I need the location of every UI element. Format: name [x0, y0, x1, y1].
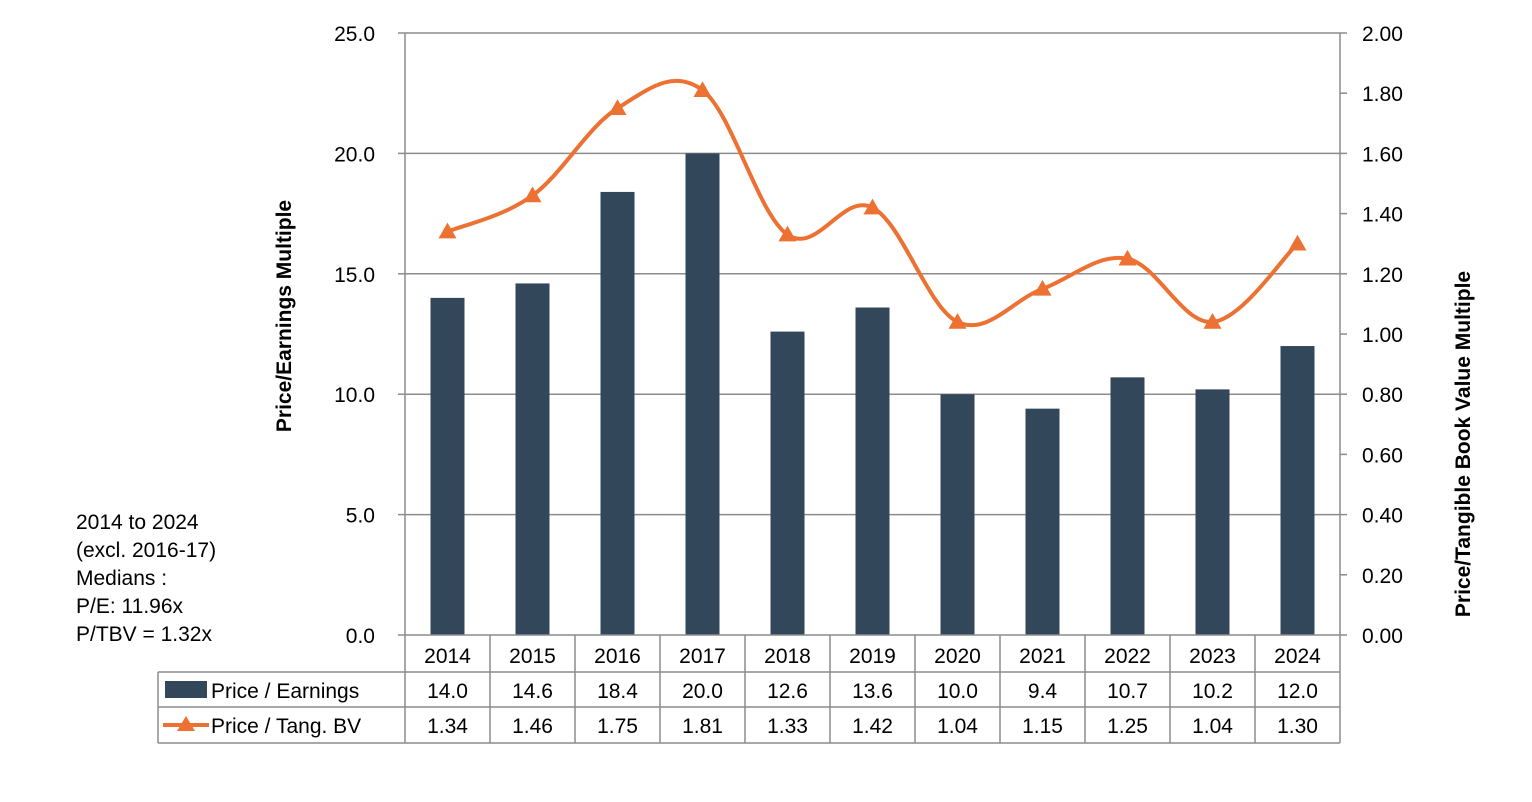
- tbv-point: [608, 99, 627, 115]
- pe-data-label: 14.0: [427, 680, 468, 703]
- x-tick-label: 2018: [764, 645, 811, 668]
- pe-bar: [1025, 408, 1060, 635]
- pe-bar: [770, 331, 805, 635]
- tbv-data-label: 1.34: [427, 715, 468, 738]
- pe-bar: [685, 153, 720, 635]
- x-tick-label: 2023: [1189, 645, 1236, 668]
- x-tick-label: 2015: [509, 645, 556, 668]
- pe-data-label: 14.6: [512, 680, 553, 703]
- pe-data-label: 12.6: [767, 680, 808, 703]
- y-tick-label: 15.0: [334, 264, 375, 287]
- y-tick-label: 0.0: [346, 625, 375, 648]
- tbv-point: [523, 186, 542, 203]
- pe-data-label: 10.7: [1107, 680, 1148, 703]
- tbv-data-label: 1.25: [1107, 715, 1148, 738]
- tbv-point: [438, 222, 457, 239]
- tbv-data-label: 1.42: [852, 715, 893, 738]
- x-tick-label: 2017: [679, 645, 726, 668]
- pe-data-label: 10.0: [937, 680, 978, 703]
- y2-tick-label: 1.60: [1362, 143, 1403, 166]
- tbv-point: [1203, 312, 1222, 329]
- x-tick-label: 2020: [934, 645, 981, 668]
- tbv-data-label: 1.04: [937, 715, 978, 738]
- tbv-data-label: 1.46: [512, 715, 553, 738]
- x-tick-label: 2016: [594, 645, 641, 668]
- x-tick-label: 2019: [849, 645, 896, 668]
- note-line: (excl. 2016-17): [76, 539, 217, 562]
- y2-tick-label: 0.80: [1362, 384, 1403, 407]
- pe-data-label: 20.0: [682, 680, 723, 703]
- tbv-point: [693, 81, 712, 97]
- pe-bar: [1280, 346, 1315, 635]
- tbv-data-label: 1.04: [1192, 715, 1233, 738]
- legend-label-pe: Price / Earnings: [211, 680, 359, 703]
- tbv-data-label: 1.30: [1277, 715, 1318, 738]
- note-line: P/E: 11.96x: [76, 595, 184, 618]
- y2-tick-label: 0.20: [1362, 565, 1403, 588]
- note-line: 2014 to 2024: [76, 511, 199, 534]
- tbv-point: [1118, 249, 1137, 266]
- pe-bar: [430, 297, 465, 635]
- y2-tick-label: 1.00: [1362, 324, 1403, 347]
- legend-key-tbv-marker: [177, 716, 195, 731]
- legend-label-tbv: Price / Tang. BV: [211, 715, 361, 738]
- y2-tick-label: 0.40: [1362, 505, 1403, 528]
- y-tick-label: 20.0: [334, 143, 375, 166]
- y2-tick-label: 0.60: [1362, 444, 1403, 467]
- pe-data-label: 9.4: [1028, 680, 1058, 703]
- tbv-data-label: 1.15: [1022, 715, 1063, 738]
- tbv-point: [778, 225, 797, 242]
- y2-tick-label: 2.00: [1362, 23, 1403, 46]
- y2-tick-label: 1.40: [1362, 204, 1403, 227]
- y-tick-label: 5.0: [346, 505, 375, 528]
- tbv-point: [1033, 279, 1052, 296]
- pe-data-label: 18.4: [597, 680, 638, 703]
- y2-axis-title: Price/Tangible Book Value Multiple: [1452, 271, 1475, 617]
- y2-tick-label: 1.80: [1362, 83, 1403, 106]
- medians-note: 2014 to 2024 (excl. 2016-17) Medians : P…: [76, 509, 216, 649]
- pe-bar: [1110, 377, 1145, 635]
- y-axis-title: Price/Earnings Multiple: [273, 200, 296, 432]
- y-tick-label: 10.0: [334, 384, 375, 407]
- pe-bar: [940, 394, 975, 635]
- pe-data-label: 10.2: [1192, 680, 1233, 703]
- tbv-point: [863, 198, 882, 215]
- pe-bar: [1195, 389, 1230, 635]
- y2-tick-label: 0.00: [1362, 625, 1403, 648]
- pe-bar: [855, 307, 890, 635]
- tbv-point: [948, 312, 967, 329]
- y-tick-label: 25.0: [334, 23, 375, 46]
- x-tick-label: 2021: [1019, 645, 1066, 668]
- x-tick-label: 2014: [424, 645, 471, 668]
- x-tick-label: 2022: [1104, 645, 1151, 668]
- tbv-data-label: 1.75: [597, 715, 638, 738]
- pe-bar: [515, 283, 550, 635]
- legend-key-pe: [165, 681, 207, 698]
- note-line: P/TBV = 1.32x: [76, 623, 212, 646]
- pe-data-label: 13.6: [852, 680, 893, 703]
- pe-data-label: 12.0: [1277, 680, 1318, 703]
- tbv-data-label: 1.33: [767, 715, 808, 738]
- tbv-point: [1288, 234, 1307, 251]
- tbv-data-label: 1.81: [682, 715, 723, 738]
- y2-tick-label: 1.20: [1362, 264, 1403, 287]
- pe-bar: [600, 191, 635, 636]
- note-line: Medians :: [76, 567, 168, 590]
- x-tick-label: 2024: [1274, 645, 1321, 668]
